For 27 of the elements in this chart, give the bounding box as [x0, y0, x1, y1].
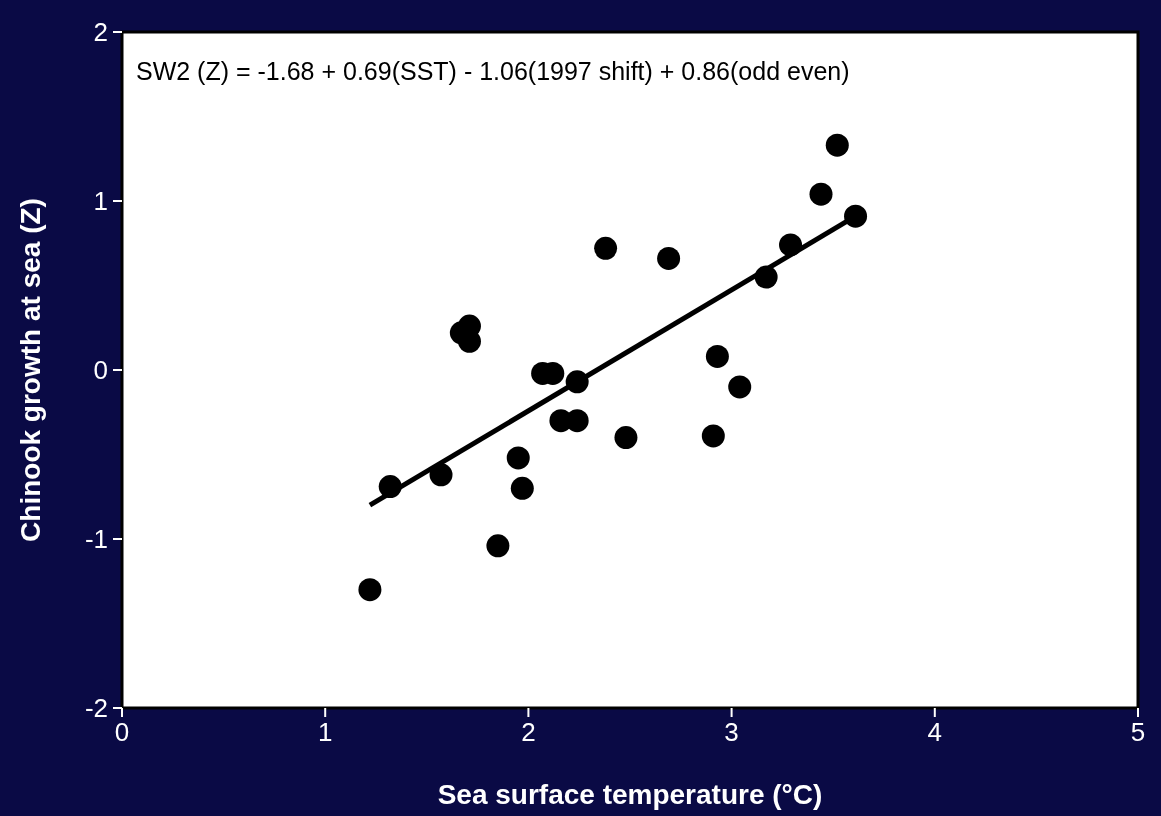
x-axis-title: Sea surface temperature (°C) — [437, 779, 823, 810]
annotation: SW2 (Z) = -1.68 + 0.69(SST) - 1.06(1997 shift) + 0.86(odd even) — [136, 57, 850, 85]
x-tick-label: 1 — [317, 717, 333, 747]
x-tick-label: 0 — [114, 717, 130, 747]
point — [809, 182, 833, 206]
x-tick-label: 2 — [521, 717, 536, 747]
point — [614, 426, 638, 450]
x-tick-label: 3 — [724, 717, 739, 747]
y-tick-label: -1 — [84, 524, 108, 554]
point — [701, 424, 725, 448]
point — [486, 534, 510, 558]
y-tick-label: 2 — [93, 17, 108, 47]
point — [728, 375, 752, 399]
point — [565, 409, 589, 433]
point — [506, 446, 530, 470]
point — [358, 578, 382, 602]
y-tick-label: 0 — [93, 355, 108, 385]
point — [825, 133, 849, 157]
x-tick-label: 5 — [1130, 717, 1146, 747]
x-tick-label: 4 — [927, 717, 943, 747]
point — [657, 246, 681, 270]
point — [510, 476, 534, 500]
y-tick-label: -2 — [84, 693, 108, 723]
y-tick-label: 1 — [93, 186, 108, 216]
y-axis-title: Chinook growth at sea (Z) — [15, 198, 46, 542]
point — [705, 344, 729, 368]
point — [594, 236, 618, 260]
